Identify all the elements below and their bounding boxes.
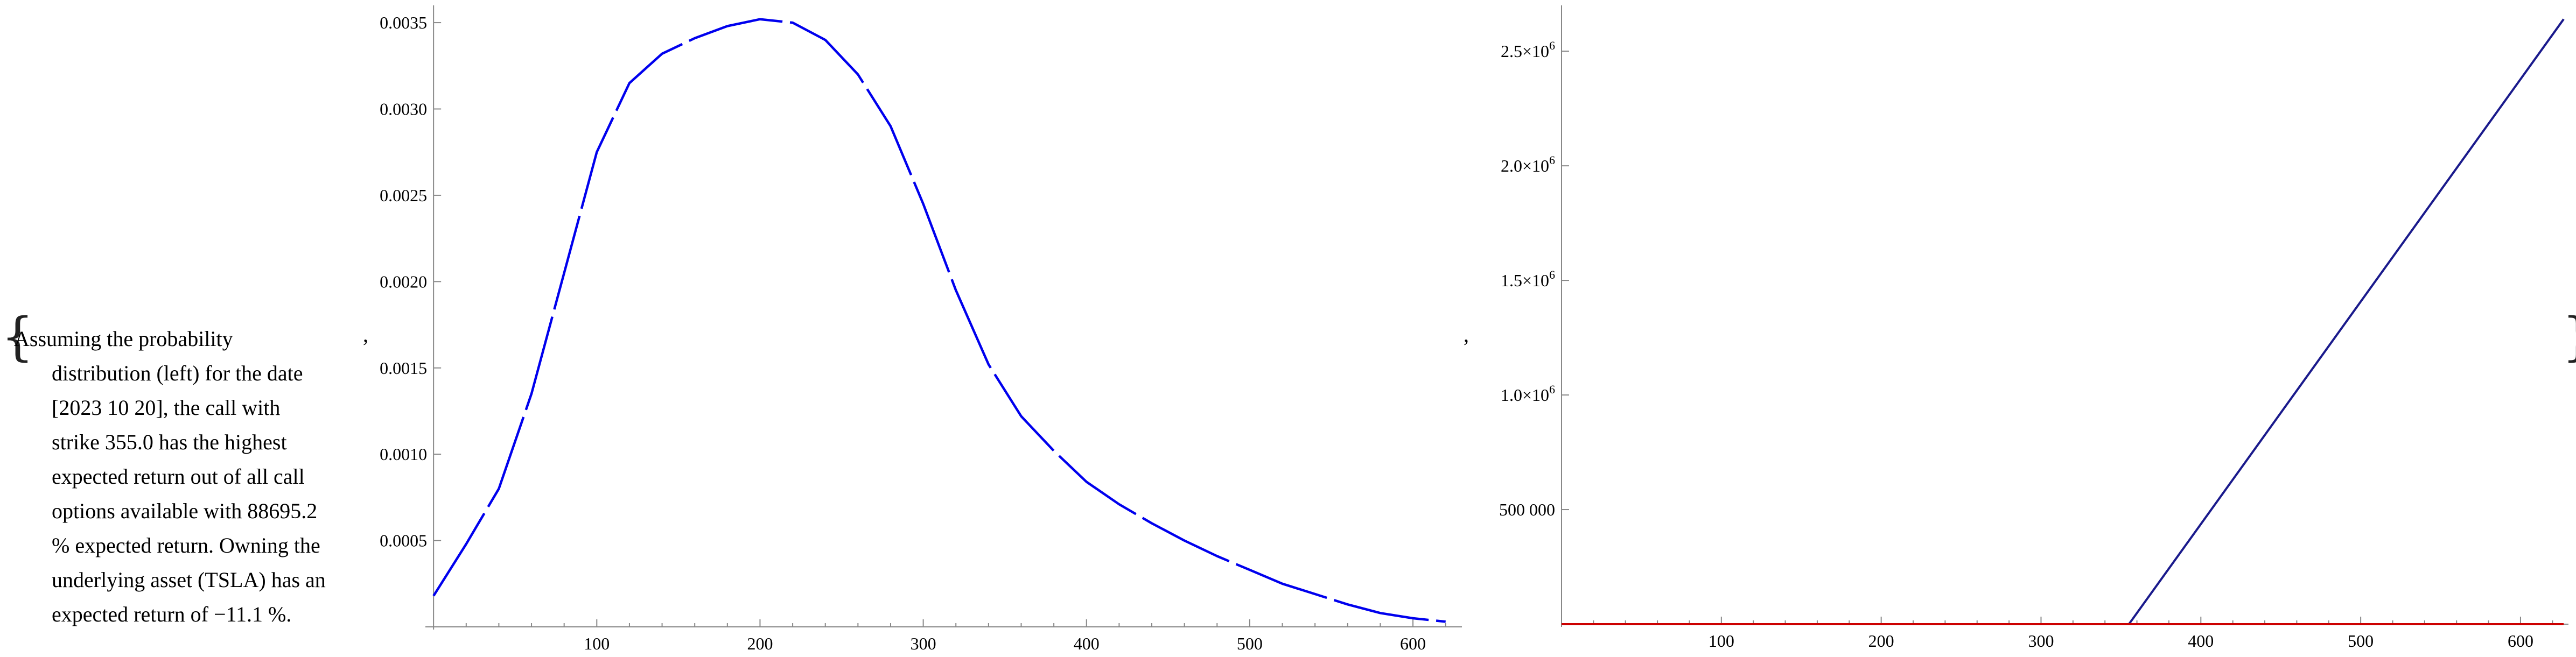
density-y-tick-label: 0.0005 — [380, 531, 427, 550]
payoff-series-line — [1562, 18, 2565, 625]
payoff-x-tick-label: 200 — [1868, 631, 1894, 651]
density-y-tick-label: 0.0035 — [380, 13, 427, 32]
density-x-tick-label: 200 — [747, 634, 773, 653]
caption-line: options available with 88695.2 — [52, 499, 318, 523]
caption-line: underlying asset (TSLA) has an — [52, 568, 326, 592]
caption-line: [2023 10 20], the call with — [52, 395, 281, 420]
payoff-y-tick-label: 2.0×106 — [1501, 153, 1555, 175]
density-x-tick-label: 300 — [911, 634, 936, 653]
density-x-tick-label: 400 — [1074, 634, 1100, 653]
caption-text: Assuming the probability distribution (l… — [14, 322, 348, 632]
payoff-y-tick-label: 1.5×106 — [1501, 268, 1555, 290]
payoff-x-tick-label: 400 — [2188, 631, 2214, 651]
payoff-y-tick-label: 2.5×106 — [1501, 39, 1555, 61]
separator-comma: , — [363, 322, 368, 347]
payoff-y-tick-label: 500 000 — [1499, 500, 1555, 519]
payoff-x-tick-label: 600 — [2508, 631, 2533, 651]
caption-line: distribution (left) for the date — [52, 361, 303, 385]
separator-comma: , — [1464, 322, 1469, 347]
payoff-chart: 100 200 300 400 500 600 500 000 1.0×106 1.5×106 2… — [1499, 5, 2568, 651]
open-brace: { — [1, 307, 34, 367]
caption-line: expected return of −11.1 %. — [52, 602, 292, 626]
caption-line: expected return out of all call — [52, 464, 305, 489]
caption-line: strike 355.0 has the highest — [52, 430, 287, 454]
density-x-tick-label: 600 — [1400, 634, 1426, 653]
density-x-tick-label: 100 — [584, 634, 610, 653]
caption-line: % expected return. Owning the — [52, 533, 320, 557]
caption-line: Assuming the probability — [14, 327, 233, 351]
density-y-tick-label: 0.0015 — [380, 358, 427, 378]
density-chart: 100 200 300 400 500 600 0.0005 0.0010 0.0015 0.00… — [380, 5, 1462, 653]
close-brace: } — [2562, 311, 2576, 363]
density-y-tick-label: 0.0010 — [380, 444, 427, 464]
density-y-tick-label: 0.0025 — [380, 186, 427, 205]
density-x-tick-label: 500 — [1237, 634, 1263, 653]
density-y-tick-label: 0.0030 — [380, 100, 427, 119]
payoff-x-tick-label: 100 — [1709, 631, 1734, 651]
payoff-x-tick-label: 500 — [2348, 631, 2374, 651]
payoff-y-tick-label: 1.0×106 — [1501, 383, 1555, 405]
density-y-tick-label: 0.0020 — [380, 272, 427, 291]
payoff-x-tick-label: 300 — [2028, 631, 2054, 651]
density-series-line — [432, 18, 1446, 623]
